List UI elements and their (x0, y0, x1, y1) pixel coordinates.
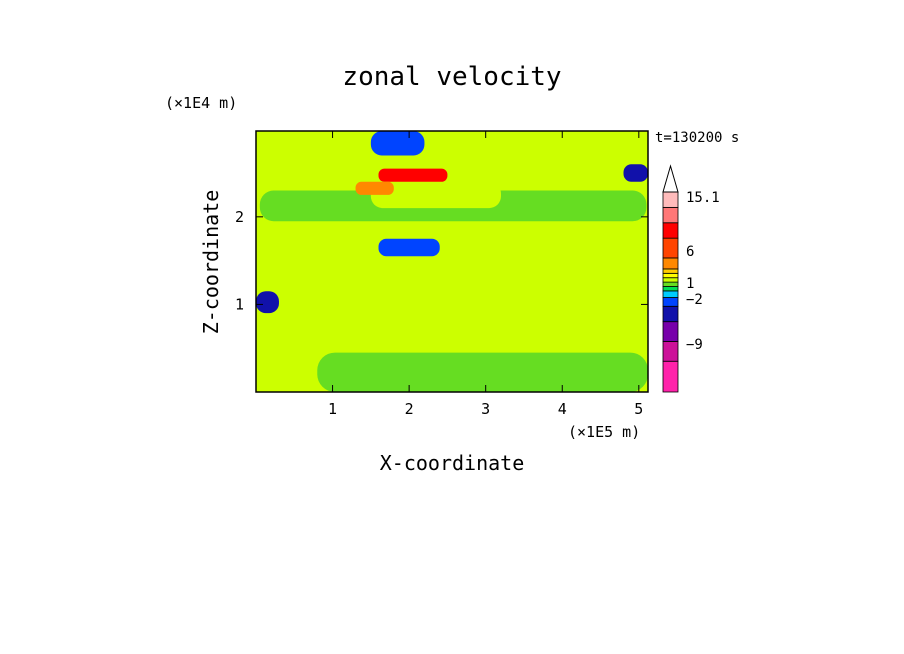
y-scale-label: (×1E4 m) (165, 94, 237, 112)
field-region (256, 131, 648, 392)
field-region (623, 164, 648, 182)
time-label: t=130200 s (655, 130, 739, 146)
colorbar: 15.1 6 1−2 −9 (662, 164, 720, 393)
contour-field (256, 131, 648, 392)
plot-frame (255, 130, 649, 393)
colorbar-level (662, 268, 679, 274)
colorbar-level (662, 360, 679, 393)
colorbar-label: 6 (686, 244, 694, 260)
colorbar-level (662, 341, 679, 362)
field-region (317, 352, 648, 392)
colorbar-level (662, 206, 679, 224)
y-axis-label: Z-coordinate (199, 190, 223, 335)
colorbar-level (662, 277, 679, 283)
x-tick-label: 5 (634, 400, 643, 418)
x-scale-label: (×1E5 m) (568, 423, 640, 441)
colorbar-label: 1 (686, 276, 694, 292)
field-region (378, 238, 440, 257)
field-region (370, 181, 501, 209)
chart-title: zonal velocity (342, 62, 561, 92)
field-region (370, 131, 425, 156)
colorbar-level (662, 222, 679, 239)
x-tick-label: 3 (481, 400, 490, 418)
colorbar-label: −9 (686, 337, 703, 353)
x-axis-label: X-coordinate (380, 451, 525, 475)
colorbar-level (662, 297, 679, 307)
y-axis-ticks: 12 (235, 208, 648, 313)
colorbar-level (662, 257, 679, 270)
y-tick-label: 2 (235, 208, 244, 226)
colorbar-label: 15.1 (686, 190, 720, 206)
y-tick-label: 1 (235, 295, 244, 313)
colorbar-level (662, 305, 679, 323)
colorbar-level (662, 237, 679, 259)
colorbar-level (662, 286, 679, 292)
colorbar-level (662, 321, 679, 342)
field-region (256, 291, 279, 314)
field-region (355, 181, 394, 195)
colorbar-level (662, 272, 679, 279)
x-axis-ticks: 1 2 3 4 5 (328, 131, 643, 418)
x-tick-label: 2 (405, 400, 414, 418)
field-region (378, 168, 448, 182)
colorbar-max-triangle (662, 164, 679, 193)
x-tick-label: 4 (558, 400, 567, 418)
colorbar-level (662, 290, 679, 298)
colorbar-level (662, 281, 679, 287)
colorbar-label: −2 (686, 292, 703, 308)
colorbar-level (662, 191, 679, 208)
x-tick-label: 1 (328, 400, 337, 418)
